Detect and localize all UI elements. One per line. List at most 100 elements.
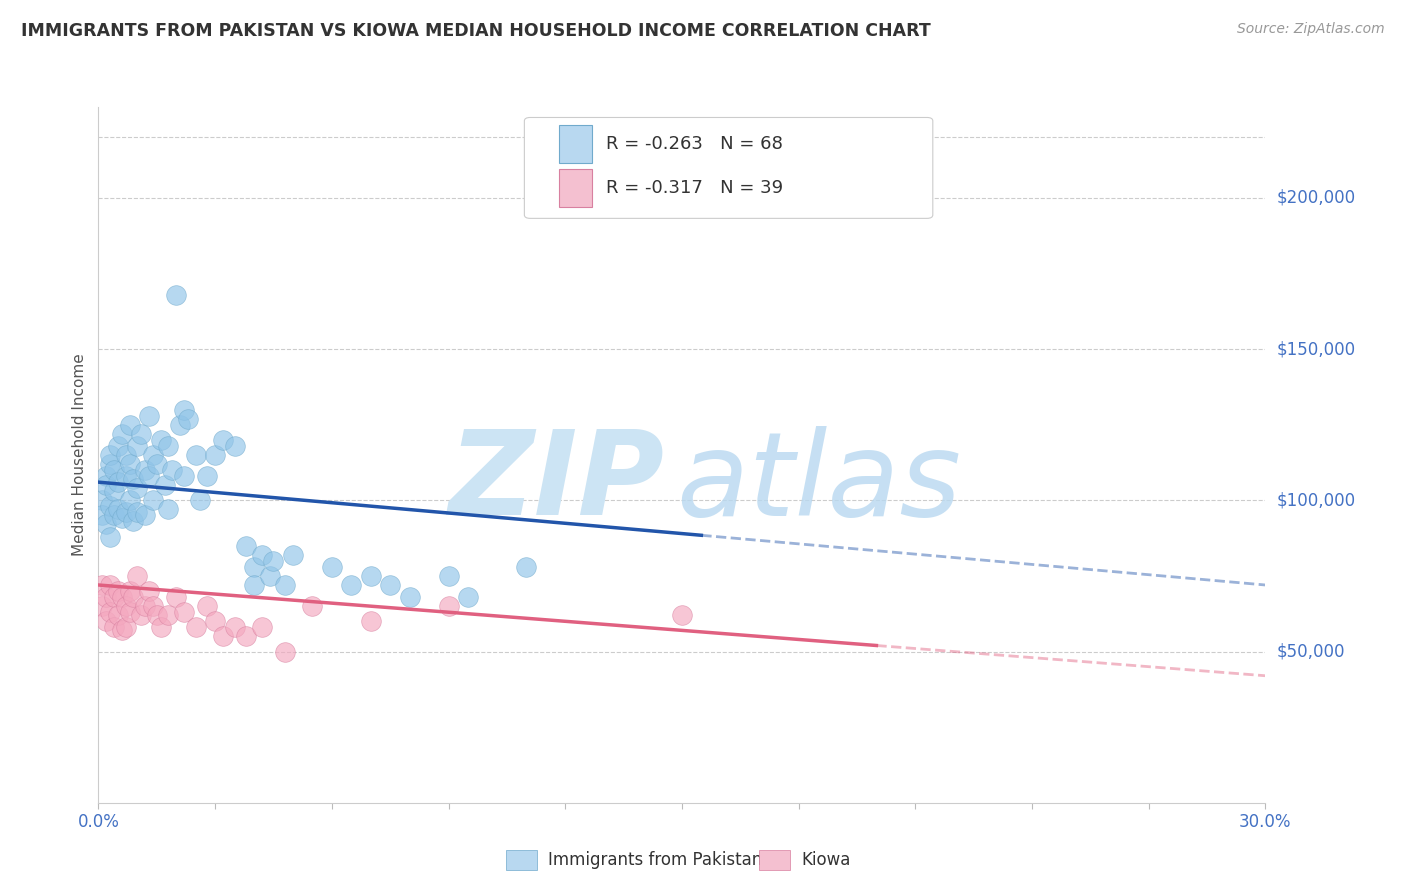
Point bbox=[134, 599, 156, 614]
Point bbox=[243, 578, 266, 592]
FancyBboxPatch shape bbox=[560, 169, 592, 207]
Y-axis label: Median Household Income: Median Household Income bbox=[72, 353, 87, 557]
Point bbox=[235, 539, 257, 553]
Point bbox=[103, 484, 125, 499]
Text: Kiowa: Kiowa bbox=[801, 851, 851, 869]
Point bbox=[165, 590, 187, 604]
Point bbox=[111, 426, 134, 441]
Point bbox=[114, 505, 136, 519]
Point bbox=[107, 439, 129, 453]
Point bbox=[378, 578, 402, 592]
Point bbox=[118, 457, 141, 471]
Point bbox=[398, 590, 420, 604]
Text: atlas: atlas bbox=[676, 425, 962, 540]
Point bbox=[360, 615, 382, 629]
Point bbox=[107, 475, 129, 490]
Point bbox=[274, 644, 297, 658]
Point bbox=[122, 590, 145, 604]
Point bbox=[301, 599, 323, 614]
Point bbox=[138, 409, 160, 423]
Point bbox=[98, 457, 121, 471]
Text: Source: ZipAtlas.com: Source: ZipAtlas.com bbox=[1237, 22, 1385, 37]
Text: Immigrants from Pakistan: Immigrants from Pakistan bbox=[548, 851, 762, 869]
Point bbox=[111, 511, 134, 525]
Point bbox=[340, 578, 363, 592]
Point bbox=[457, 590, 479, 604]
Point bbox=[114, 469, 136, 483]
Point bbox=[114, 620, 136, 634]
Point bbox=[98, 448, 121, 462]
Point bbox=[149, 620, 172, 634]
Point bbox=[195, 469, 218, 483]
Point bbox=[671, 608, 693, 623]
Point bbox=[118, 605, 141, 619]
Point bbox=[169, 417, 191, 432]
Point bbox=[103, 590, 125, 604]
Point bbox=[515, 559, 537, 574]
Point bbox=[118, 584, 141, 599]
Point bbox=[118, 493, 141, 508]
Point bbox=[129, 426, 152, 441]
Point bbox=[127, 439, 149, 453]
Point bbox=[122, 515, 145, 529]
Point bbox=[204, 448, 226, 462]
Point bbox=[157, 502, 180, 516]
Point bbox=[96, 590, 118, 604]
Point bbox=[142, 448, 165, 462]
Point bbox=[96, 517, 118, 532]
Point bbox=[146, 608, 169, 623]
Text: IMMIGRANTS FROM PAKISTAN VS KIOWA MEDIAN HOUSEHOLD INCOME CORRELATION CHART: IMMIGRANTS FROM PAKISTAN VS KIOWA MEDIAN… bbox=[21, 22, 931, 40]
FancyBboxPatch shape bbox=[524, 118, 932, 219]
Point bbox=[118, 417, 141, 432]
Point bbox=[111, 590, 134, 604]
Point bbox=[274, 578, 297, 592]
Point bbox=[96, 478, 118, 492]
Point bbox=[138, 469, 160, 483]
Point bbox=[250, 548, 273, 562]
Point bbox=[188, 493, 211, 508]
Point bbox=[173, 469, 195, 483]
Text: R = -0.263   N = 68: R = -0.263 N = 68 bbox=[606, 135, 783, 153]
Point bbox=[103, 620, 125, 634]
Point bbox=[157, 439, 180, 453]
Point bbox=[153, 478, 176, 492]
Point bbox=[134, 463, 156, 477]
Point bbox=[129, 608, 152, 623]
Point bbox=[195, 599, 218, 614]
Point bbox=[165, 287, 187, 301]
Point bbox=[98, 605, 121, 619]
Point bbox=[162, 463, 184, 477]
Point bbox=[212, 433, 235, 447]
Point bbox=[138, 584, 160, 599]
FancyBboxPatch shape bbox=[560, 125, 592, 163]
Text: $150,000: $150,000 bbox=[1277, 340, 1357, 358]
Point bbox=[91, 578, 114, 592]
Point bbox=[96, 615, 118, 629]
Point bbox=[103, 463, 125, 477]
Point bbox=[149, 433, 172, 447]
Point bbox=[437, 569, 460, 583]
Point bbox=[235, 629, 257, 643]
Point bbox=[173, 605, 195, 619]
Text: $100,000: $100,000 bbox=[1277, 491, 1357, 509]
Point bbox=[114, 599, 136, 614]
Point bbox=[243, 559, 266, 574]
Point bbox=[184, 620, 207, 634]
Text: $50,000: $50,000 bbox=[1277, 642, 1346, 661]
Point bbox=[91, 493, 114, 508]
Point bbox=[107, 502, 129, 516]
Text: R = -0.317   N = 39: R = -0.317 N = 39 bbox=[606, 179, 783, 197]
Point bbox=[360, 569, 382, 583]
Point bbox=[177, 411, 200, 425]
Point bbox=[98, 500, 121, 514]
Point bbox=[437, 599, 460, 614]
Text: ZIP: ZIP bbox=[449, 425, 665, 541]
Point bbox=[91, 508, 114, 523]
Point bbox=[127, 505, 149, 519]
Point bbox=[204, 615, 226, 629]
Text: $200,000: $200,000 bbox=[1277, 189, 1357, 207]
Point bbox=[111, 624, 134, 638]
Point bbox=[98, 530, 121, 544]
Point bbox=[107, 584, 129, 599]
Point bbox=[281, 548, 304, 562]
